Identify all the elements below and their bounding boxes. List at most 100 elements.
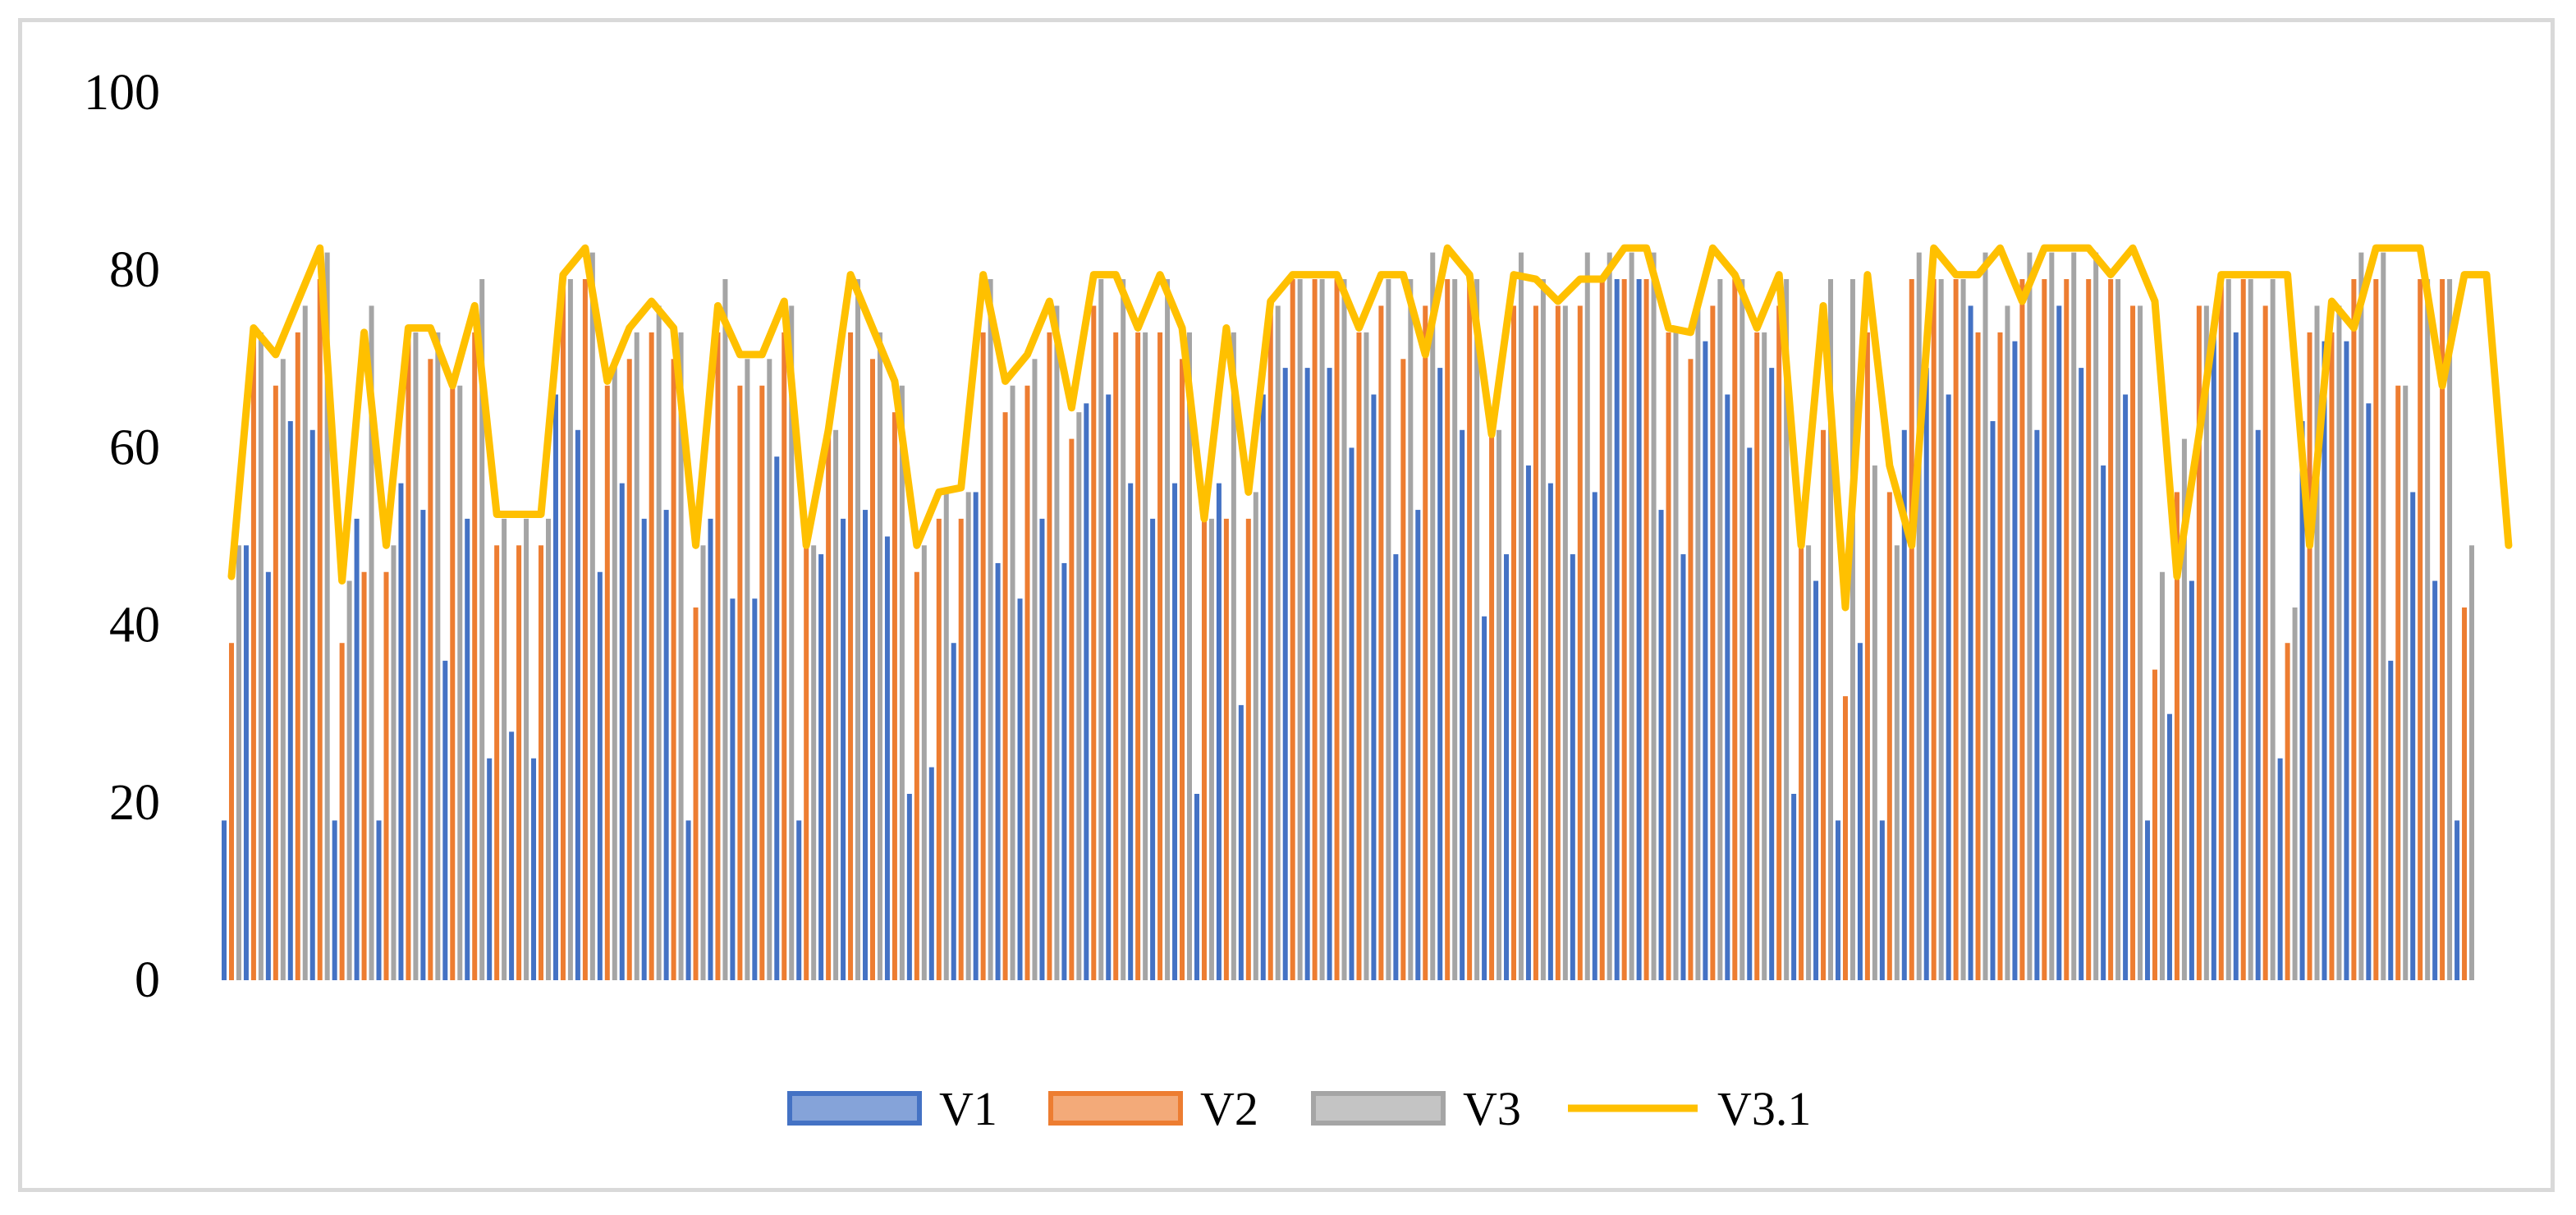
bar-v1 bbox=[1393, 554, 1399, 980]
bar-v3 bbox=[1762, 332, 1767, 980]
bar-v1 bbox=[752, 598, 758, 980]
bar-v3 bbox=[258, 332, 264, 980]
y-tick-label: 40 bbox=[109, 598, 160, 653]
bar-v3 bbox=[1341, 279, 1347, 980]
legend-swatch-v1 bbox=[787, 1091, 922, 1126]
bar-v3 bbox=[1540, 279, 1546, 980]
bar-v1 bbox=[1901, 429, 1907, 980]
bar-v3 bbox=[678, 332, 684, 980]
bar-v2 bbox=[2042, 279, 2047, 980]
bar-v3 bbox=[2049, 252, 2055, 981]
bar-v2 bbox=[892, 412, 897, 980]
bar-v3 bbox=[1938, 279, 1944, 980]
bar-v2 bbox=[2373, 279, 2379, 980]
bar-v1 bbox=[1128, 483, 1134, 980]
bar-v1 bbox=[2056, 305, 2062, 980]
bar-v3 bbox=[700, 545, 706, 980]
bar-v2 bbox=[1290, 279, 1295, 980]
bar-v3 bbox=[1739, 279, 1745, 980]
bar-v1 bbox=[222, 820, 227, 980]
bar-v1 bbox=[774, 456, 780, 980]
bar-v1 bbox=[2322, 341, 2327, 980]
legend-swatch-v2 bbox=[1048, 1091, 1183, 1126]
y-tick-label: 0 bbox=[135, 952, 160, 1008]
bar-v1 bbox=[2079, 368, 2084, 980]
bar-v2 bbox=[936, 518, 942, 980]
bar-v1 bbox=[2455, 820, 2460, 980]
bar-v3 bbox=[1562, 305, 1568, 980]
bar-v3 bbox=[2071, 252, 2077, 981]
bar-v3 bbox=[2447, 279, 2453, 980]
bar-v3 bbox=[833, 429, 839, 980]
bar-v2 bbox=[317, 279, 323, 980]
bar-v2 bbox=[250, 332, 256, 980]
bar-v2 bbox=[539, 545, 544, 980]
bar-v2 bbox=[1024, 385, 1030, 981]
bar-v3 bbox=[524, 518, 529, 980]
bar-v3 bbox=[1165, 279, 1171, 980]
bar-v3 bbox=[1894, 545, 1900, 980]
bar-v3 bbox=[1849, 279, 1855, 980]
bar-v1 bbox=[2299, 420, 2305, 980]
bar-v1 bbox=[663, 510, 669, 980]
bar-v2 bbox=[383, 571, 389, 980]
bar-v2 bbox=[1267, 305, 1273, 980]
bar-v2 bbox=[273, 385, 278, 981]
bar-v1 bbox=[1547, 483, 1553, 980]
bar-v2 bbox=[1312, 279, 1318, 980]
bar-v1 bbox=[973, 492, 979, 980]
bar-v2 bbox=[1400, 359, 1406, 980]
bar-v1 bbox=[487, 758, 493, 980]
bar-v2 bbox=[848, 332, 854, 980]
bar-v1 bbox=[465, 518, 470, 980]
bar-v2 bbox=[1555, 305, 1561, 980]
bar-v1 bbox=[1769, 368, 1775, 980]
bar-v3 bbox=[1584, 252, 1590, 981]
bar-v3 bbox=[302, 305, 308, 980]
bar-v1 bbox=[2432, 580, 2438, 980]
bar-v3 bbox=[1143, 332, 1148, 980]
y-tick-label: 100 bbox=[84, 65, 160, 121]
bar-v3 bbox=[722, 279, 728, 980]
legend-swatch-v3 bbox=[1311, 1091, 1446, 1126]
bar-v1 bbox=[265, 571, 271, 980]
bar-v3 bbox=[1231, 332, 1236, 980]
bar-v2 bbox=[2418, 279, 2423, 980]
bar-v2 bbox=[2395, 385, 2401, 981]
bar-v1 bbox=[1304, 368, 1310, 980]
bar-v3 bbox=[2181, 438, 2187, 980]
bar-v2 bbox=[1909, 279, 1914, 980]
bar-v3 bbox=[1187, 332, 1192, 980]
bar-v2 bbox=[1643, 279, 1649, 980]
bar-v3 bbox=[634, 332, 639, 980]
bar-v2 bbox=[228, 643, 234, 980]
bar-v2 bbox=[1621, 279, 1627, 980]
bar-v3 bbox=[1474, 279, 1480, 980]
bar-v2 bbox=[516, 545, 522, 980]
bar-v2 bbox=[295, 332, 300, 980]
line-series-v3-1 bbox=[227, 244, 2513, 612]
bar-v2 bbox=[1378, 305, 1384, 980]
bar-v3 bbox=[988, 279, 993, 980]
bar-v1 bbox=[818, 554, 824, 980]
bar-v1 bbox=[1747, 447, 1753, 980]
bar-v2 bbox=[1180, 359, 1185, 980]
bar-v2 bbox=[1886, 492, 1892, 980]
bar-v3 bbox=[413, 332, 419, 980]
y-tick-label: 20 bbox=[109, 775, 160, 831]
bar-v1 bbox=[685, 820, 691, 980]
bar-v1 bbox=[995, 562, 1001, 980]
bar-v3 bbox=[1673, 332, 1679, 980]
bar-v1 bbox=[1990, 420, 1996, 980]
bar-v2 bbox=[782, 332, 787, 980]
bar-v3 bbox=[965, 492, 971, 980]
bar-v3 bbox=[1518, 252, 1524, 981]
bar-v3 bbox=[1275, 305, 1281, 980]
y-tick-label: 60 bbox=[109, 420, 160, 475]
bar-v2 bbox=[737, 385, 743, 981]
bar-v1 bbox=[1703, 341, 1708, 980]
bar-v1 bbox=[2388, 660, 2394, 980]
bar-v1 bbox=[1194, 793, 1199, 980]
chart-frame: 0 20 40 60 80 100 V1 V2 V3 V3.1 bbox=[18, 18, 2555, 1192]
bar-v2 bbox=[1666, 332, 1671, 980]
